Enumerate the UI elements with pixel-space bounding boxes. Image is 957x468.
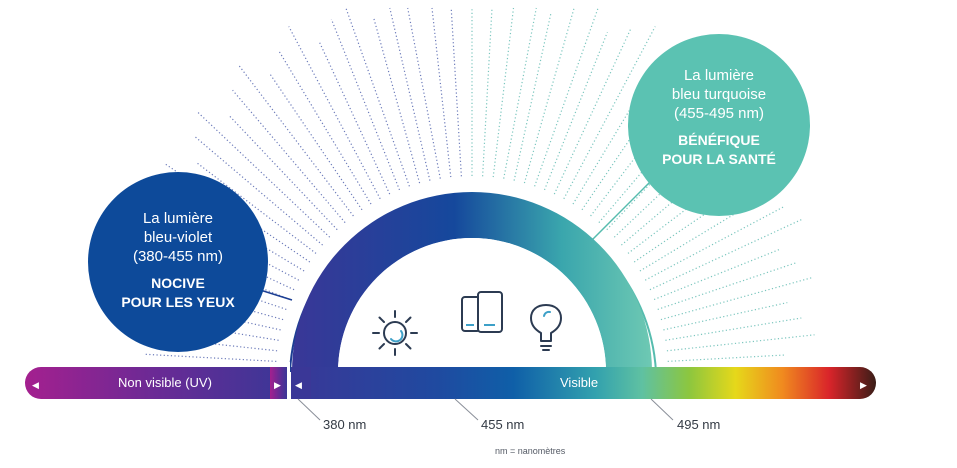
ray-line	[450, 7, 462, 177]
marker-380-line	[297, 398, 321, 421]
ray-line	[159, 266, 287, 310]
uv-bar-end	[270, 367, 287, 399]
visible-bar	[291, 367, 876, 399]
sun-icon	[372, 310, 418, 356]
ray-line	[228, 114, 338, 231]
violet-bold-2: POUR LES YEUX	[121, 294, 235, 310]
ray-line	[657, 261, 798, 310]
ray-line	[373, 17, 421, 184]
marker-455-line	[454, 398, 479, 421]
visible-right-arrow-icon: ▶	[860, 381, 867, 391]
ray-line	[523, 7, 575, 184]
spectrum-arch	[292, 192, 652, 372]
ray-line	[653, 248, 781, 301]
uv-bar	[25, 367, 287, 399]
ray-line	[667, 354, 785, 362]
turquoise-bold-2: POUR LA SANTÉ	[662, 151, 776, 167]
ray-line	[407, 7, 441, 179]
violet-line-3: (380-455 nm)	[132, 248, 224, 265]
lightbulb-icon	[530, 304, 562, 351]
turquoise-bold-1: BÉNÉFIQUE	[678, 132, 760, 148]
turquoise-circle	[628, 34, 810, 216]
ray-line	[164, 162, 311, 263]
ray-line	[633, 162, 780, 263]
ray-line	[238, 64, 354, 217]
ray-line	[666, 334, 815, 352]
violet-circle	[88, 172, 268, 352]
ray-line	[534, 7, 599, 187]
visible-label: Visible	[560, 375, 599, 390]
ray-line	[665, 317, 802, 341]
ray-line	[277, 49, 372, 205]
turquoise-circle-text: La lumière bleu turquoise (455-495 nm) B…	[639, 66, 799, 169]
ray-line	[563, 26, 656, 200]
ray-line	[269, 73, 363, 211]
ray-line	[195, 136, 323, 246]
marker-455-label: 455 nm	[481, 417, 525, 432]
violet-line-2: bleu-violet	[143, 229, 213, 246]
marker-380-label: 380 nm	[323, 417, 367, 432]
ray-line	[639, 195, 765, 272]
ray-line	[649, 218, 802, 291]
ray-line	[389, 7, 431, 181]
ray-line	[145, 353, 277, 362]
ray-line	[318, 40, 391, 195]
ray-line	[345, 7, 410, 187]
marker-495-line	[650, 398, 674, 421]
ray-line	[660, 276, 814, 321]
ray-line	[431, 7, 452, 178]
turquoise-line-2: bleu turquoise	[671, 86, 767, 103]
devices-icon	[461, 291, 503, 333]
ray-line	[482, 7, 493, 177]
non-visible-label: Non visible (UV)	[118, 375, 212, 390]
ray-line	[553, 28, 632, 195]
marker-495-label: 495 nm	[677, 417, 721, 432]
footnote: nm = nanomètres	[495, 446, 566, 456]
ray-line	[663, 302, 788, 331]
turquoise-line-3: (455-495 nm)	[673, 105, 765, 122]
ray-line	[232, 89, 346, 223]
violet-line-1: La lumière	[142, 210, 214, 227]
ray-line	[503, 7, 537, 179]
ray-line	[130, 276, 284, 321]
ray-line	[288, 26, 381, 200]
ray-line	[330, 18, 401, 191]
ray-line	[492, 7, 515, 178]
turquoise-connector-line	[591, 179, 653, 241]
visible-bar-start	[291, 367, 311, 399]
violet-circle-text: La lumière bleu-violet (380-455 nm) NOCI…	[98, 209, 258, 312]
ray-line	[543, 31, 608, 191]
visible-left-arrow-icon: ◀	[295, 381, 302, 391]
violet-bold-1: NOCIVE	[151, 275, 205, 291]
turquoise-line-1: La lumière	[683, 67, 755, 84]
uv-right-arrow-icon: ▶	[274, 381, 281, 391]
uv-left-arrow-icon: ◀	[32, 381, 39, 391]
ray-line	[644, 206, 784, 281]
